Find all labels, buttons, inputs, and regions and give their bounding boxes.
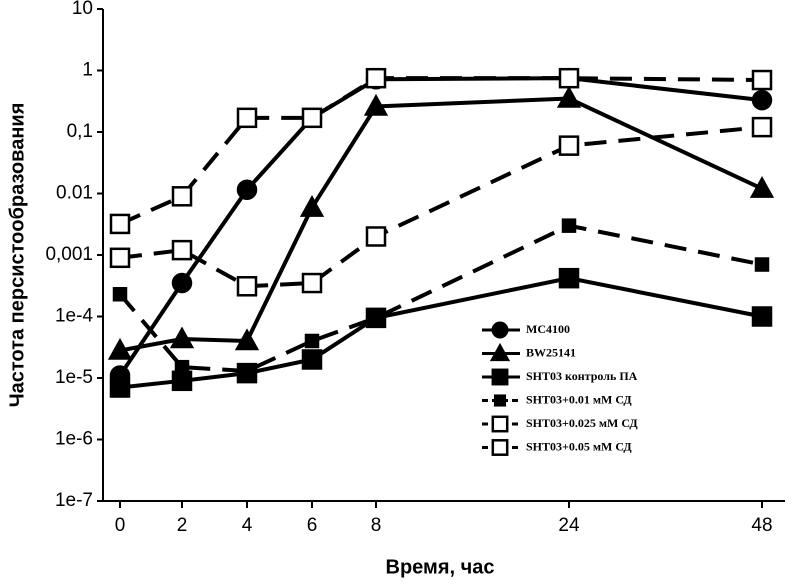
marker	[491, 415, 509, 433]
marker	[234, 328, 260, 351]
marker	[561, 218, 577, 233]
y-tick-label: 10	[72, 0, 93, 19]
legend-label: SHT03+0.05 мМ СД	[526, 439, 632, 453]
marker	[491, 368, 509, 386]
marker	[558, 67, 580, 89]
y-tick-label: 0.01	[56, 183, 93, 204]
marker	[363, 93, 389, 116]
marker	[301, 107, 323, 129]
marker	[749, 176, 775, 198]
x-tick-label: 48	[751, 515, 772, 536]
y-tick-label: 1	[82, 60, 93, 81]
marker	[109, 377, 131, 398]
marker	[558, 267, 580, 289]
series-line	[118, 76, 763, 377]
marker	[109, 213, 131, 235]
legend-label: BW25141	[526, 345, 576, 359]
legend-label: SHT03+0.01 мМ СД	[526, 392, 632, 406]
legend-label: SHT03 контроль ПА	[526, 369, 638, 383]
marker	[304, 333, 320, 349]
marker	[174, 359, 190, 375]
marker	[236, 276, 258, 297]
y-tick-label: 1e-4	[55, 306, 93, 327]
marker	[301, 349, 323, 370]
x-tick-label: 6	[307, 515, 318, 536]
x-axis-title: Время, час	[386, 556, 495, 578]
marker	[299, 195, 325, 217]
marker	[556, 85, 582, 108]
marker	[489, 342, 511, 362]
marker	[171, 239, 193, 261]
series-line	[119, 125, 763, 289]
marker	[751, 116, 773, 138]
marker	[754, 257, 770, 272]
y-axis-title: Частота персистообразования	[6, 103, 28, 408]
marker	[368, 310, 384, 326]
legend-label: SHT03+0.025 мМ СД	[526, 416, 638, 430]
marker	[236, 107, 258, 129]
y-tick-label: 1e-6	[55, 429, 93, 450]
marker	[491, 321, 509, 339]
x-tick-label: 2	[177, 515, 188, 536]
marker	[491, 439, 509, 456]
marker	[171, 272, 193, 294]
marker	[751, 306, 773, 327]
y-tick-label: 1e-7	[55, 490, 93, 511]
legend-label: MC4100	[526, 322, 570, 336]
marker	[171, 186, 193, 207]
x-tick-label: 8	[371, 515, 382, 536]
x-tick-label: 0	[115, 515, 126, 536]
marker	[365, 226, 387, 247]
y-tick-label: 1e-5	[55, 367, 93, 388]
y-tick-label: 0,1	[67, 121, 93, 142]
marker	[301, 272, 323, 294]
marker	[109, 247, 131, 269]
marker	[751, 69, 773, 91]
marker	[493, 394, 507, 407]
marker	[365, 67, 387, 89]
y-tick-label: 0,001	[45, 244, 93, 265]
marker	[558, 135, 580, 156]
marker	[751, 89, 773, 111]
series-line	[119, 76, 763, 226]
marker	[239, 363, 255, 379]
series-line	[119, 276, 763, 390]
marker	[112, 287, 128, 302]
x-tick-label: 24	[558, 515, 580, 536]
x-tick-label: 4	[242, 515, 253, 536]
marker	[107, 337, 133, 360]
marker	[169, 326, 195, 349]
marker	[236, 179, 258, 201]
marker	[171, 370, 193, 392]
